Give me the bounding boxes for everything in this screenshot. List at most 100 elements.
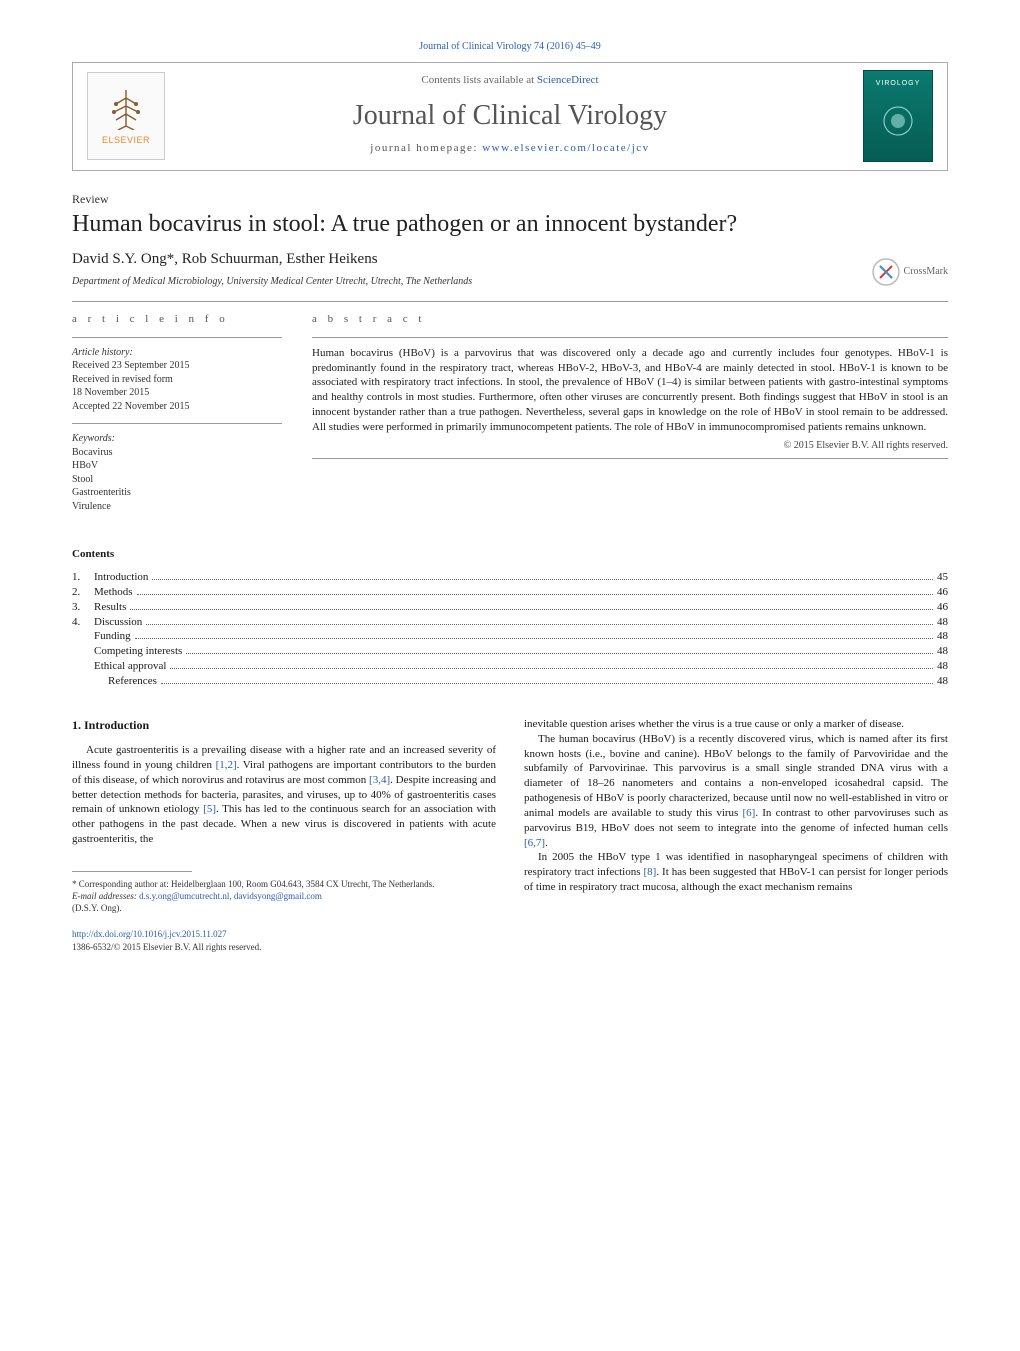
toc-number: 2.	[72, 585, 94, 600]
toc-leader-dots	[161, 683, 933, 684]
toc-leader-dots	[135, 638, 933, 639]
cover-graphic-icon	[876, 99, 920, 143]
article-info-head: a r t i c l e i n f o	[72, 312, 282, 327]
publisher-logo: ELSEVIER	[87, 72, 165, 160]
elsevier-tree-icon	[104, 86, 148, 130]
corresponding-author-note: * Corresponding author at: Heidelberglaa…	[72, 878, 496, 890]
abstract-head: a b s t r a c t	[312, 312, 948, 327]
toc-row[interactable]: Ethical approval 48	[72, 659, 948, 674]
section-heading: 1. Introduction	[72, 717, 496, 733]
article-info-column: a r t i c l e i n f o Article history: R…	[72, 312, 282, 513]
rule	[72, 337, 282, 338]
keyword: Virulence	[72, 500, 282, 514]
keyword: Stool	[72, 473, 282, 487]
rule	[72, 423, 282, 424]
rule	[312, 458, 948, 459]
abstract-column: a b s t r a c t Human bocavirus (HBoV) i…	[312, 312, 948, 513]
toc-leader-dots	[170, 668, 933, 669]
journal-header-box: ELSEVIER Contents lists available at Sci…	[72, 62, 948, 171]
history-line: Accepted 22 November 2015	[72, 400, 282, 414]
citation-ref[interactable]: [5]	[203, 803, 216, 815]
toc-label: Funding	[94, 629, 131, 644]
article-title: Human bocavirus in stool: A true pathoge…	[72, 209, 948, 239]
running-citation: Journal of Clinical Virology 74 (2016) 4…	[72, 40, 948, 54]
crossmark-label: CrossMark	[904, 265, 948, 279]
citation-ref[interactable]: [3,4]	[369, 774, 390, 786]
toc-row[interactable]: Funding 48	[72, 629, 948, 644]
author-email-link[interactable]: d.s.y.ong@umcutrecht.nl, davidsyong@gmai…	[139, 891, 322, 901]
toc-row[interactable]: References 48	[72, 674, 948, 689]
toc-page: 48	[937, 644, 948, 659]
author-list: David S.Y. Ong*, Rob Schuurman, Esther H…	[72, 249, 948, 269]
body-column-left: 1. Introduction Acute gastroenteritis is…	[72, 717, 496, 953]
toc-leader-dots	[186, 653, 933, 654]
table-of-contents: 1.Introduction452.Methods463.Results464.…	[72, 570, 948, 689]
footnote-separator	[72, 871, 192, 872]
toc-label: Introduction	[94, 570, 148, 585]
sciencedirect-link[interactable]: ScienceDirect	[537, 74, 599, 86]
doi-link[interactable]: http://dx.doi.org/10.1016/j.jcv.2015.11.…	[72, 928, 496, 940]
keyword: Gastroenteritis	[72, 486, 282, 500]
history-label: Article history:	[72, 346, 282, 360]
journal-cover-thumbnail: VIROLOGY	[863, 70, 933, 162]
toc-label: Discussion	[94, 615, 142, 630]
email-line: E-mail addresses: d.s.y.ong@umcutrecht.n…	[72, 890, 496, 902]
body-paragraph: Acute gastroenteritis is a prevailing di…	[72, 743, 496, 847]
journal-homepage-link[interactable]: www.elsevier.com/locate/jcv	[482, 142, 649, 154]
toc-page: 46	[937, 600, 948, 615]
history-line: Received 23 September 2015	[72, 359, 282, 373]
keyword: Bocavirus	[72, 446, 282, 460]
toc-page: 48	[937, 629, 948, 644]
publisher-name: ELSEVIER	[102, 134, 150, 146]
toc-page: 48	[937, 659, 948, 674]
citation-ref[interactable]: [8]	[644, 866, 657, 878]
abstract-text: Human bocavirus (HBoV) is a parvovirus t…	[312, 346, 948, 435]
toc-page: 48	[937, 674, 948, 689]
toc-row[interactable]: 2.Methods 46	[72, 585, 948, 600]
body-paragraph: In 2005 the HBoV type 1 was identified i…	[524, 850, 948, 895]
crossmark-icon	[872, 258, 900, 286]
toc-label: Results	[94, 600, 126, 615]
citation-ref[interactable]: [6,7]	[524, 837, 545, 849]
email-label: E-mail addresses:	[72, 891, 139, 901]
journal-homepage-line: journal homepage: www.elsevier.com/locat…	[87, 141, 933, 156]
body-paragraph: inevitable question arises whether the v…	[524, 717, 948, 732]
body-paragraph: The human bocavirus (HBoV) is a recently…	[524, 732, 948, 851]
toc-row[interactable]: Competing interests 48	[72, 644, 948, 659]
toc-label: Competing interests	[94, 644, 182, 659]
toc-page: 48	[937, 615, 948, 630]
toc-leader-dots	[152, 579, 933, 580]
rule	[72, 301, 948, 302]
crossmark-badge[interactable]: CrossMark	[872, 258, 948, 286]
citation-ref[interactable]: [6]	[743, 807, 756, 819]
contents-lists-pre: Contents lists available at	[421, 74, 536, 86]
toc-label: Ethical approval	[94, 659, 166, 674]
toc-page: 45	[937, 570, 948, 585]
keywords-label: Keywords:	[72, 432, 282, 446]
journal-name: Journal of Clinical Virology	[87, 97, 933, 135]
cover-thumb-title: VIROLOGY	[876, 79, 921, 88]
toc-leader-dots	[146, 624, 933, 625]
toc-leader-dots	[130, 609, 933, 610]
toc-number: 4.	[72, 615, 94, 630]
toc-row[interactable]: 4.Discussion 48	[72, 615, 948, 630]
toc-label: References	[108, 674, 157, 689]
toc-row[interactable]: 3.Results 46	[72, 600, 948, 615]
citation-ref[interactable]: [1,2]	[216, 759, 237, 771]
toc-page: 46	[937, 585, 948, 600]
body-column-right: inevitable question arises whether the v…	[524, 717, 948, 953]
text: .	[545, 837, 548, 849]
history-line: 18 November 2015	[72, 386, 282, 400]
toc-number: 3.	[72, 600, 94, 615]
rule	[312, 337, 948, 338]
toc-number: 1.	[72, 570, 94, 585]
toc-label: Methods	[94, 585, 133, 600]
email-owner: (D.S.Y. Ong).	[72, 902, 496, 914]
contents-heading: Contents	[72, 547, 948, 562]
affiliation: Department of Medical Microbiology, Univ…	[72, 275, 948, 289]
toc-row[interactable]: 1.Introduction 45	[72, 570, 948, 585]
issn-copyright: 1386-6532/© 2015 Elsevier B.V. All right…	[72, 941, 496, 953]
toc-leader-dots	[137, 594, 934, 595]
homepage-pre: journal homepage:	[370, 142, 482, 154]
history-line: Received in revised form	[72, 373, 282, 387]
